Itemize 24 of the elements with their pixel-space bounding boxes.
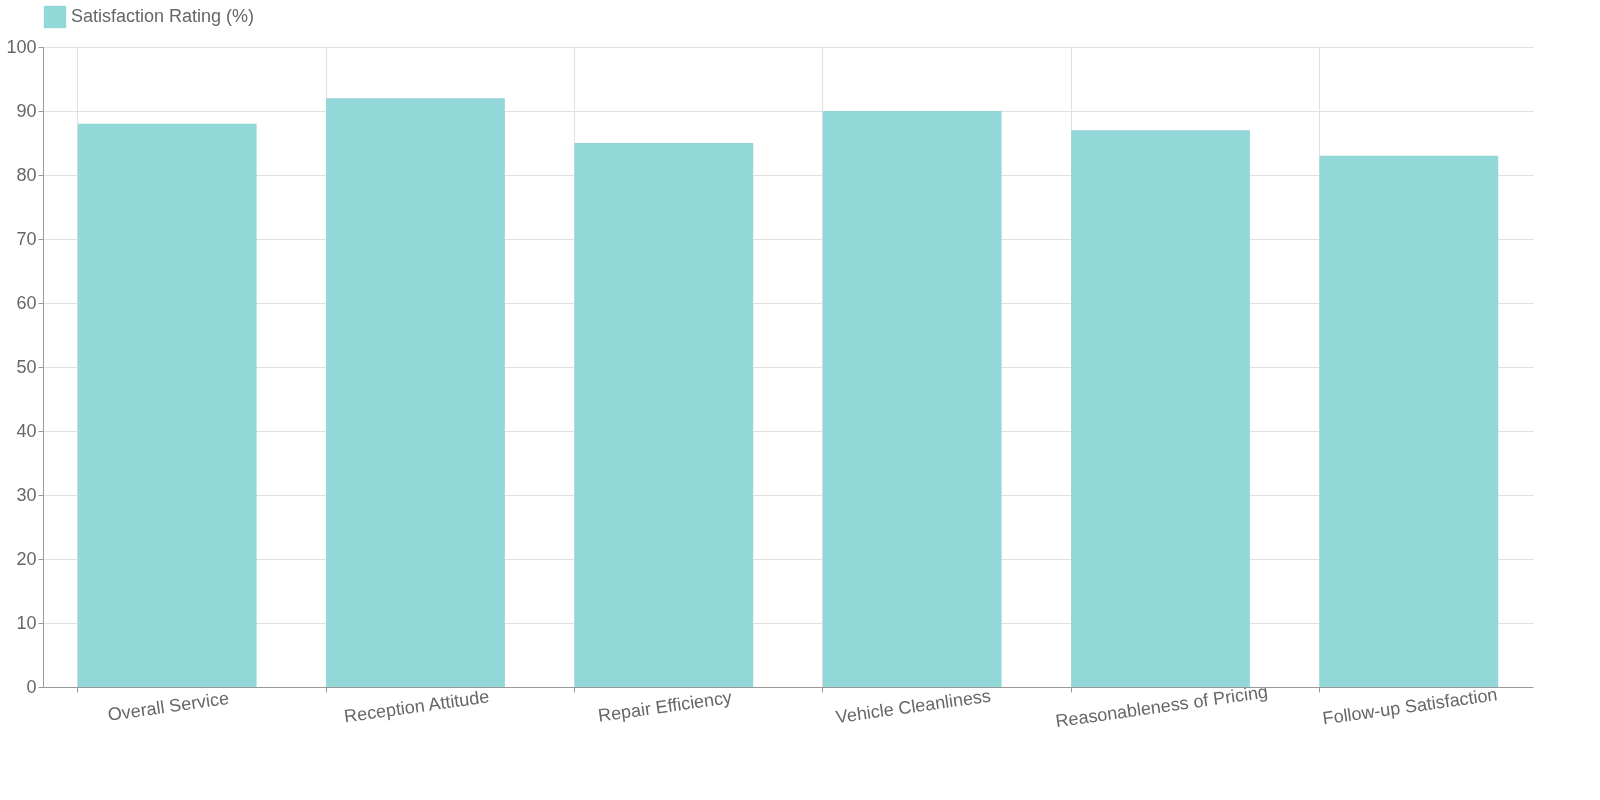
x-tick-label: Vehicle Cleanliness (834, 685, 992, 728)
bar (77, 123, 257, 687)
y-tick-label: 50 (16, 356, 37, 377)
bar (822, 111, 1002, 687)
bar (326, 98, 505, 687)
y-tick-label: 20 (16, 548, 37, 569)
y-tick-label: 60 (16, 292, 37, 313)
y-tick-label: 10 (16, 612, 37, 633)
legend-label: Satisfaction Rating (%) (71, 6, 255, 26)
y-tick-label: 30 (16, 484, 37, 505)
y-tick-label: 90 (16, 100, 37, 121)
x-tick-label: Follow-up Satisfaction (1321, 684, 1499, 729)
y-tick-label: 40 (16, 420, 37, 441)
x-tick-label: Repair Efficiency (596, 687, 734, 726)
y-tick-label: 70 (16, 228, 37, 249)
y-tick-label: 0 (26, 676, 37, 697)
y-tick-label: 80 (16, 164, 37, 185)
bar (1319, 155, 1499, 687)
bar (1071, 130, 1250, 687)
y-tick-label: 100 (6, 36, 37, 57)
x-tick-label: Reasonableness of Pricing (1054, 681, 1270, 732)
bar (574, 143, 754, 687)
x-tick-label: Reception Attitude (342, 686, 491, 727)
x-tick-label: Overall Service (106, 688, 231, 725)
